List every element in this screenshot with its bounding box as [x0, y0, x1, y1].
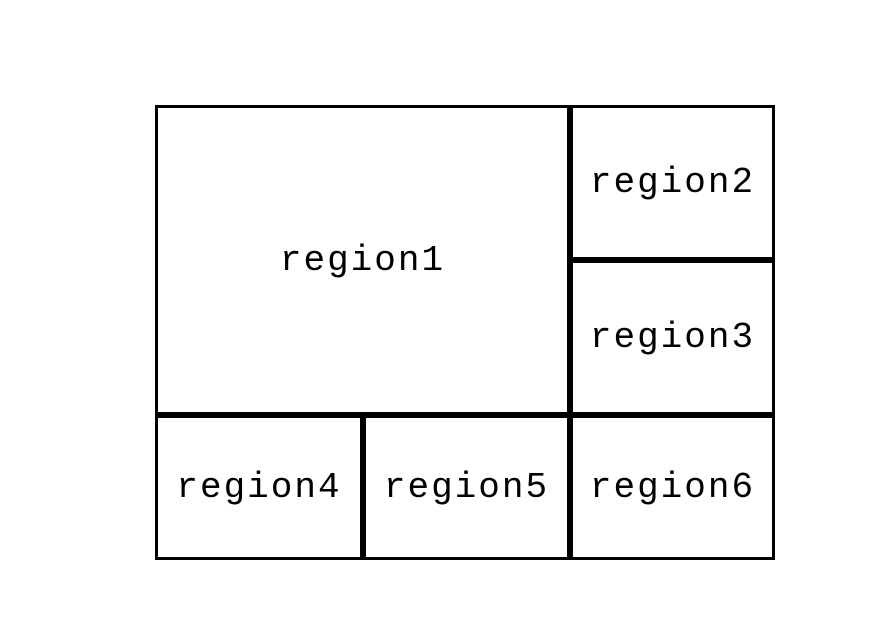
region6-label: region6 [590, 467, 755, 508]
region6: region6 [570, 415, 775, 560]
region3-label: region3 [590, 317, 755, 358]
region1-label: region1 [280, 240, 445, 281]
region5-label: region5 [384, 467, 549, 508]
region3: region3 [570, 260, 775, 415]
region4: region4 [155, 415, 363, 560]
region1: region1 [155, 105, 570, 415]
region2: region2 [570, 105, 775, 260]
region5: region5 [363, 415, 570, 560]
region4-label: region4 [176, 467, 341, 508]
region2-label: region2 [590, 162, 755, 203]
